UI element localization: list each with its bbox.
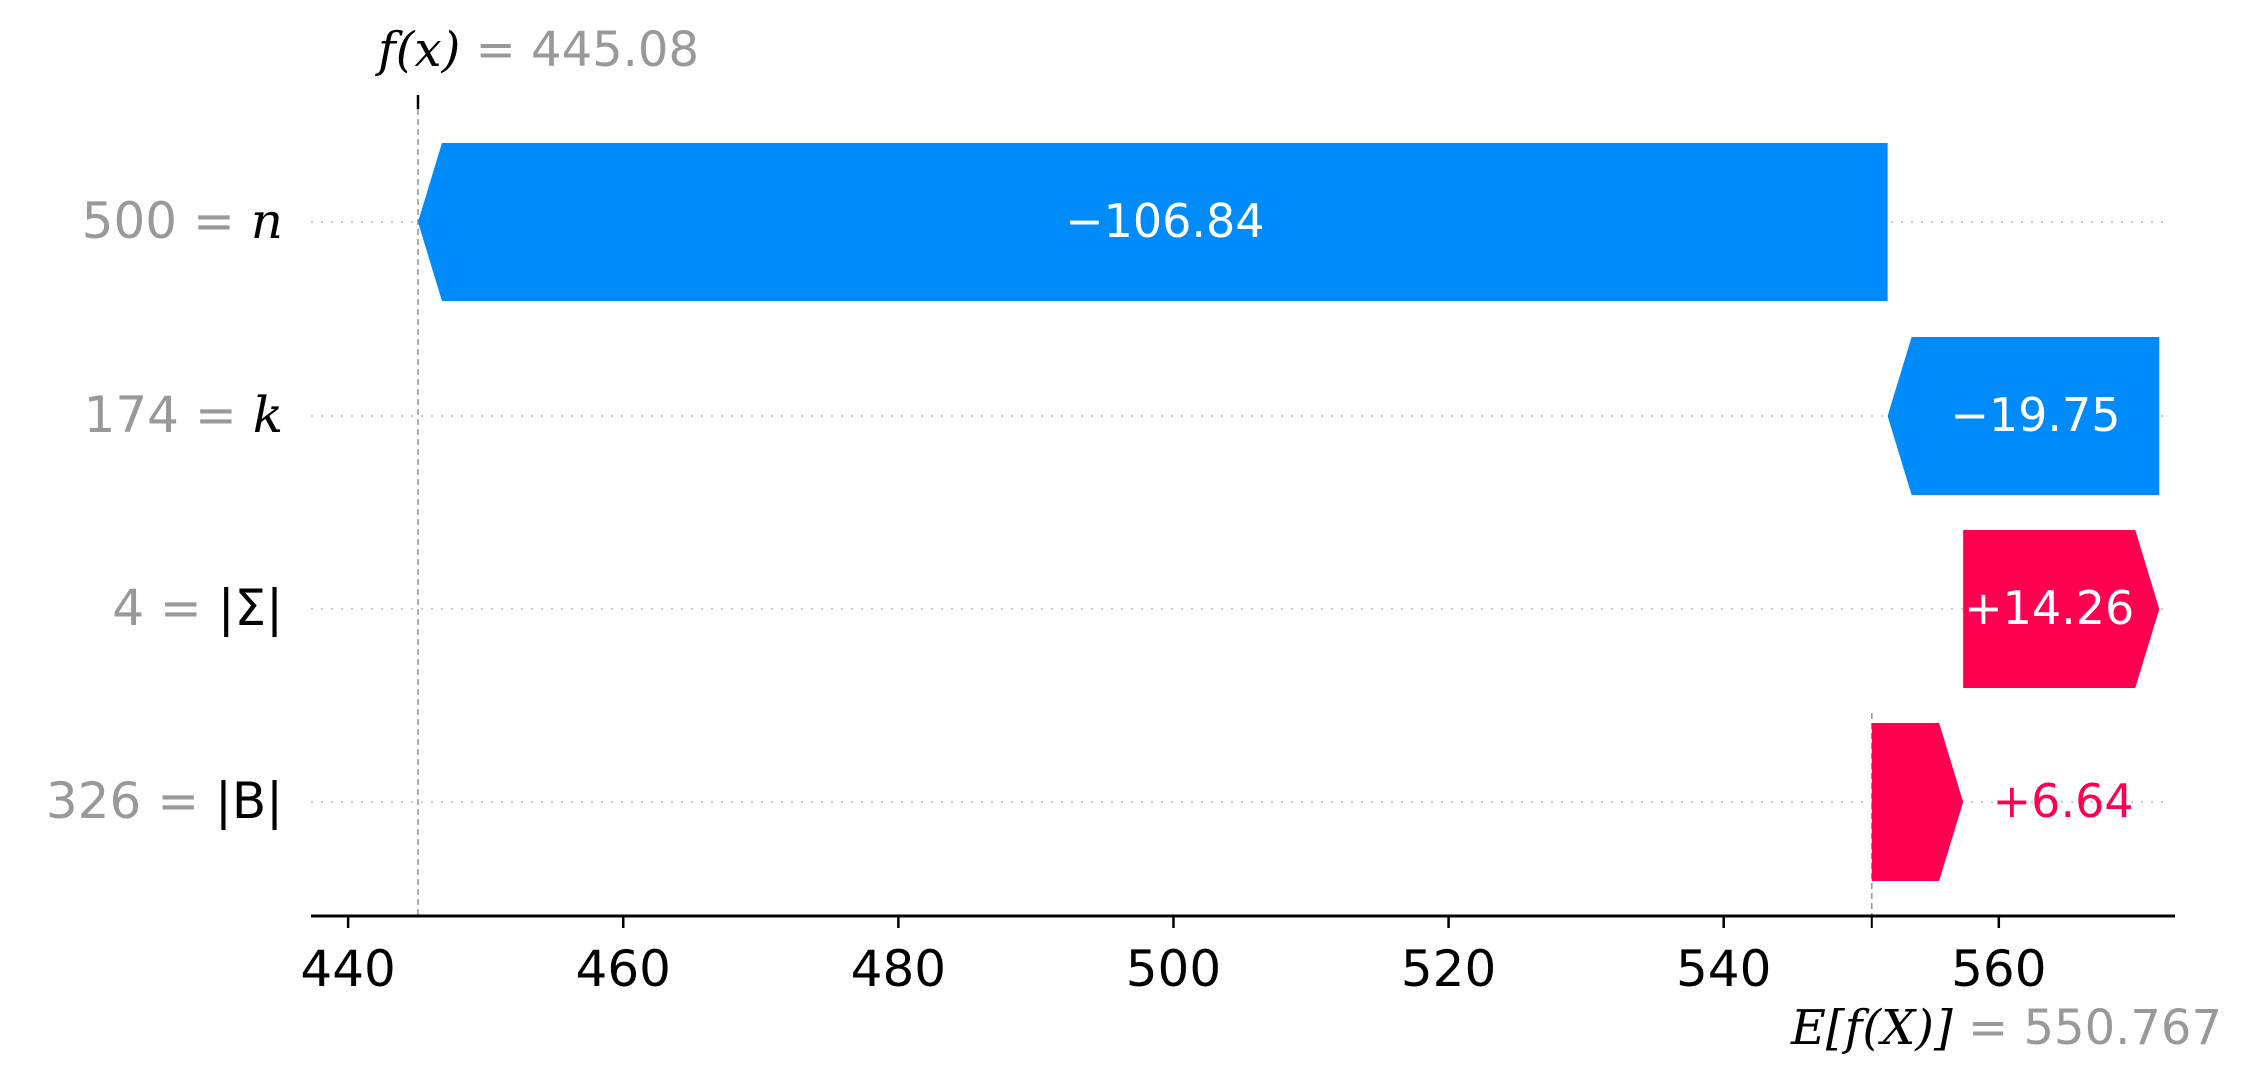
bar-value-label: +14.26 [1964,581,2134,635]
x-axis: 440 460 480 500 520 540 560 [300,914,2175,998]
feature-value: 4 [112,579,144,637]
bar-positive [1963,530,2160,688]
feature-value: 500 [82,192,177,250]
feature-value: 326 [46,772,141,830]
equals-sign: = [179,386,253,444]
x-tick-label: 540 [1676,940,1771,998]
bar-negative [1887,337,2160,495]
bars [417,143,2160,881]
x-tick-label: 500 [1126,940,1221,998]
equals-sign: = [144,579,218,637]
feature-label: 500 = n [82,192,283,250]
fx-value: 445.08 [531,22,699,78]
base-label: E[f(X)] [1790,1000,1953,1056]
feature-label: 174 = k [84,386,283,444]
base-annotation: E[f(X)] = 550.767 [1790,1000,2222,1056]
x-tick-label: 460 [576,940,671,998]
bar-value-label: +6.64 [1993,774,2134,828]
feature-name: k [253,386,283,444]
grid-lines [311,221,2170,803]
x-tick-label: 520 [1401,940,1496,998]
bar-value-label: −106.84 [1065,194,1265,248]
x-tick-label: 480 [851,940,946,998]
fx-annotation: f(x) = 445.08 [375,22,699,78]
x-tick-label: 560 [1951,940,2046,998]
fx-label: f(x) [375,22,460,78]
feature-name: n [251,192,283,250]
labels: +6.64 326 = |B| +14.26 4 = |Σ| −19.75 174 = k… [46,22,2222,1056]
feature-value: 174 [84,386,179,444]
feature-name: |Σ| [218,579,283,637]
equals-sign: = [177,192,251,250]
bar-positive [1871,723,1964,881]
equals-sign: = [141,772,215,830]
bar-value-label: −19.75 [1950,388,2120,442]
equals-sign: = [1953,1000,2024,1056]
feature-name: |B| [215,772,283,830]
bar-negative [417,143,1888,301]
x-tick-label: 440 [300,940,395,998]
base-value: 550.767 [2024,1000,2223,1056]
feature-label: 4 = |Σ| [112,579,283,637]
equals-sign: = [460,22,531,78]
feature-label: 326 = |B| [46,772,283,830]
